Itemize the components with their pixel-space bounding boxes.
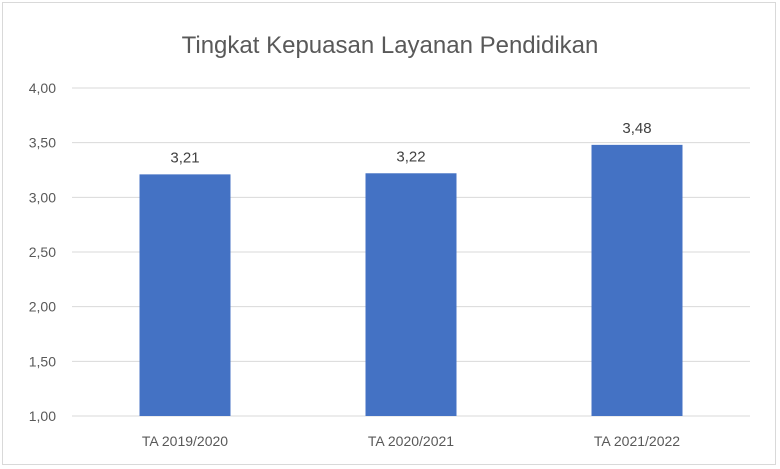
y-tick-label: 1,50 <box>29 353 56 369</box>
y-tick-label: 2,00 <box>29 299 56 315</box>
data-label: 3,22 <box>396 148 425 165</box>
y-tick-label: 1,00 <box>29 408 56 424</box>
x-tick-label: TA 2021/2022 <box>594 433 680 449</box>
y-tick-label: 2,50 <box>29 244 56 260</box>
data-label: 3,48 <box>622 120 651 137</box>
chart-title: Tingkat Kepuasan Layanan Pendidikan <box>182 32 599 59</box>
bar <box>139 174 231 416</box>
y-axis-ticks: 1,00 1,50 2,00 2,50 3,00 3,50 4,00 <box>29 80 56 424</box>
bar <box>591 144 683 416</box>
bars <box>139 144 683 416</box>
y-tick-label: 3,00 <box>29 189 56 205</box>
y-tick-label: 4,00 <box>29 80 56 96</box>
x-tick-label: TA 2020/2021 <box>368 433 454 449</box>
data-labels: 3,21 3,22 3,48 <box>170 120 651 167</box>
y-tick-label: 3,50 <box>29 135 56 151</box>
x-axis-ticks: TA 2019/2020 TA 2020/2021 TA 2021/2022 <box>142 433 680 449</box>
bar <box>365 173 457 416</box>
x-tick-label: TA 2019/2020 <box>142 433 228 449</box>
data-label: 3,21 <box>170 149 199 166</box>
